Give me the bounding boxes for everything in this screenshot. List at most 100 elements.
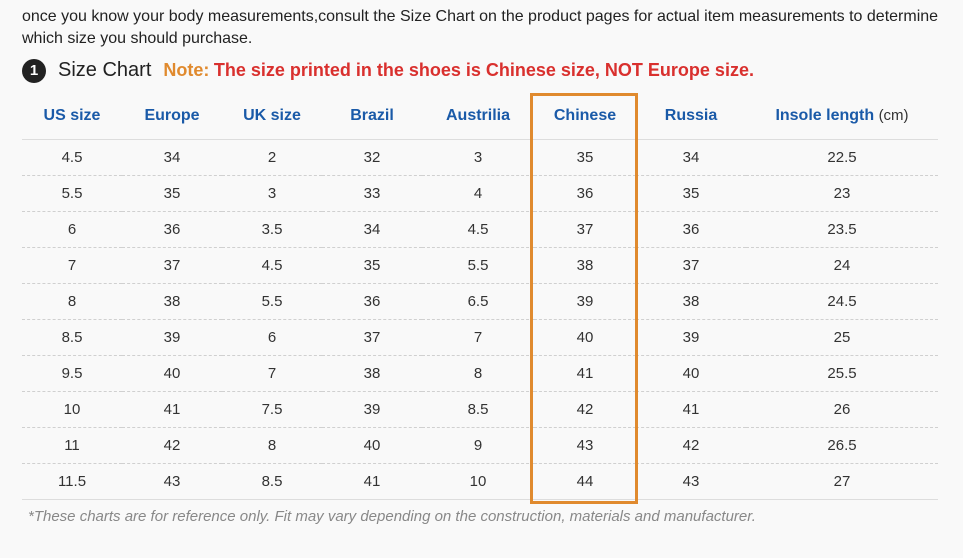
table-cell: 36 [122,211,222,247]
table-cell: 9 [422,427,534,463]
table-cell: 25.5 [746,355,938,391]
table-cell: 44 [534,463,636,499]
table-cell: 43 [534,427,636,463]
table-cell: 42 [636,427,746,463]
size-chart-heading: Size Chart [58,59,151,82]
table-cell: 40 [122,355,222,391]
table-row: 6363.5344.5373623.5 [22,211,938,247]
table-cell: 9.5 [22,355,122,391]
table-cell: 8 [222,427,322,463]
table-cell: 8.5 [422,391,534,427]
col-header-insole-length: Insole length (cm) [746,97,938,140]
table-cell: 3 [222,175,322,211]
table-cell: 8 [422,355,534,391]
table-row: 8385.5366.5393824.5 [22,283,938,319]
table-cell: 34 [322,211,422,247]
table-cell: 7 [222,355,322,391]
table-cell: 41 [122,391,222,427]
table-cell: 39 [322,391,422,427]
table-row: 8.5396377403925 [22,319,938,355]
intro-text: once you know your body measurements,con… [22,6,943,51]
table-cell: 8 [22,283,122,319]
col-header-uk-size: UK size [222,97,322,140]
table-row: 5.5353334363523 [22,175,938,211]
table-cell: 35 [534,139,636,175]
table-cell: 38 [122,283,222,319]
table-cell: 26.5 [746,427,938,463]
col-header-brazil: Brazil [322,97,422,140]
table-cell: 39 [636,319,746,355]
table-cell: 39 [122,319,222,355]
table-cell: 40 [636,355,746,391]
table-cell: 5.5 [422,247,534,283]
table-cell: 4 [422,175,534,211]
table-cell: 34 [122,139,222,175]
table-cell: 25 [746,319,938,355]
table-cell: 26 [746,391,938,427]
table-cell: 40 [534,319,636,355]
table-cell: 8.5 [222,463,322,499]
table-row: 10417.5398.5424126 [22,391,938,427]
table-cell: 3 [422,139,534,175]
table-cell: 40 [322,427,422,463]
table-cell: 4.5 [222,247,322,283]
col-header-us-size: US size [22,97,122,140]
table-cell: 32 [322,139,422,175]
table-cell: 24.5 [746,283,938,319]
table-cell: 39 [534,283,636,319]
table-cell: 6.5 [422,283,534,319]
table-body: 4.5342323353422.55.53533343635236363.534… [22,139,938,499]
table-cell: 5.5 [22,175,122,211]
col-header-russia: Russia [636,97,746,140]
col-header-austrilia: Austrilia [422,97,534,140]
table-cell: 36 [534,175,636,211]
table-cell: 4.5 [22,139,122,175]
insole-length-unit: (cm) [879,107,909,124]
table-cell: 11 [22,427,122,463]
table-cell: 11.5 [22,463,122,499]
table-cell: 38 [534,247,636,283]
size-chart-table: US size Europe UK size Brazil Austrilia … [22,97,938,500]
table-cell: 5.5 [222,283,322,319]
footnote-text: *These charts are for reference only. Fi… [22,508,943,525]
table-cell: 42 [122,427,222,463]
table-cell: 23.5 [746,211,938,247]
table-cell: 38 [322,355,422,391]
table-row: 7374.5355.5383724 [22,247,938,283]
table-cell: 41 [636,391,746,427]
table-header-row: US size Europe UK size Brazil Austrilia … [22,97,938,140]
note-block: Note: The size printed in the shoes is C… [163,60,754,81]
table-cell: 7.5 [222,391,322,427]
table-cell: 24 [746,247,938,283]
table-cell: 41 [534,355,636,391]
table-cell: 10 [422,463,534,499]
col-header-europe: Europe [122,97,222,140]
table-cell: 43 [122,463,222,499]
table-row: 11.5438.54110444327 [22,463,938,499]
table-cell: 33 [322,175,422,211]
table-cell: 35 [122,175,222,211]
table-cell: 22.5 [746,139,938,175]
col-header-chinese: Chinese [534,97,636,140]
table-row: 11428409434226.5 [22,427,938,463]
insole-length-label: Insole length [775,107,874,124]
table-cell: 6 [222,319,322,355]
table-cell: 3.5 [222,211,322,247]
section-number-badge: 1 [22,59,46,83]
table-cell: 6 [22,211,122,247]
table-cell: 10 [22,391,122,427]
table-cell: 23 [746,175,938,211]
size-chart-table-area: US size Europe UK size Brazil Austrilia … [22,97,943,500]
table-cell: 38 [636,283,746,319]
note-text: The size printed in the shoes is Chinese… [214,60,754,80]
table-cell: 37 [122,247,222,283]
table-cell: 35 [636,175,746,211]
table-cell: 37 [636,247,746,283]
table-cell: 27 [746,463,938,499]
table-cell: 2 [222,139,322,175]
table-cell: 4.5 [422,211,534,247]
table-cell: 35 [322,247,422,283]
table-row: 4.5342323353422.5 [22,139,938,175]
table-cell: 43 [636,463,746,499]
table-cell: 7 [22,247,122,283]
